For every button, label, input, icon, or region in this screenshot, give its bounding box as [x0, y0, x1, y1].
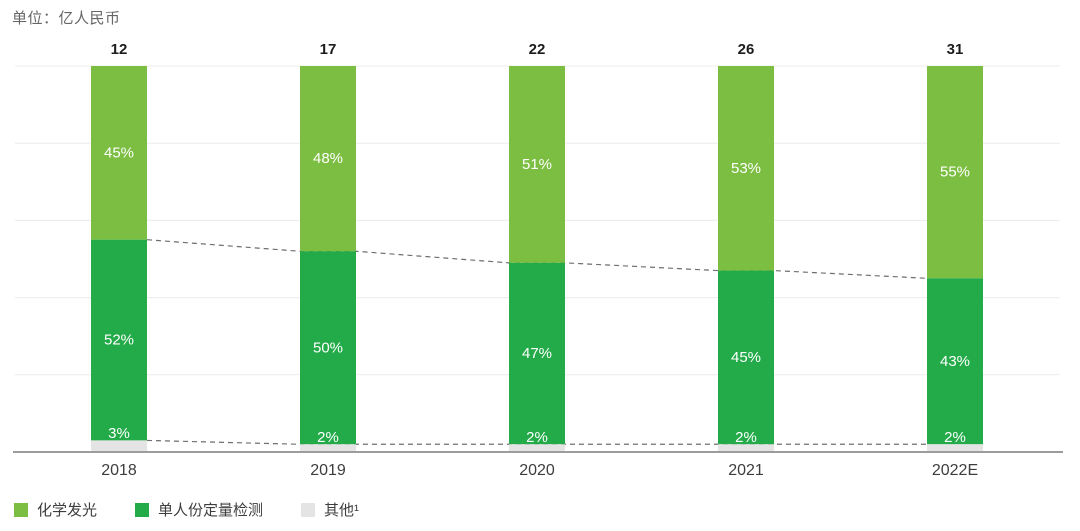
bar-segment-light_green: [927, 66, 983, 279]
bar-segment-gray: [509, 444, 565, 452]
percent-label: 2%: [526, 429, 548, 446]
legend-item: 其他¹: [301, 499, 359, 520]
legend-swatch-light_green: [14, 502, 28, 517]
percent-label: 43%: [940, 353, 970, 370]
bar-segment-light_green: [91, 66, 147, 240]
percent-label: 47%: [522, 345, 552, 362]
x-axis-label: 2019: [310, 462, 346, 479]
percent-label: 2%: [944, 429, 966, 446]
percent-label: 2%: [317, 429, 339, 446]
bar-segment-dark_green: [300, 251, 356, 445]
bar-segment-dark_green: [509, 262, 565, 445]
legend: 化学发光 单人份定量检测 其他¹: [14, 499, 397, 520]
bar-segment-light_green: [509, 66, 565, 263]
percent-label: 55%: [940, 164, 970, 181]
x-axis-label: 2018: [101, 462, 137, 479]
bar-segment-light_green: [300, 66, 356, 252]
bar-segment-gray: [927, 444, 983, 452]
total-label: 26: [738, 41, 755, 58]
unit-label: 单位：亿人民币: [12, 10, 121, 27]
total-label: 12: [111, 41, 128, 58]
percent-label: 50%: [313, 339, 343, 356]
percent-label: 45%: [104, 144, 134, 161]
legend-label: 化学发光: [37, 502, 98, 519]
percent-label: 48%: [313, 150, 343, 167]
legend-item: 单人份定量检测: [135, 499, 263, 520]
percent-label: 51%: [522, 156, 552, 173]
bar-segment-dark_green: [927, 278, 983, 445]
bar-segment-dark_green: [91, 239, 147, 441]
legend-label: 其他¹: [324, 502, 360, 519]
percent-label: 53%: [731, 160, 761, 177]
legend-swatch-gray: [301, 502, 316, 517]
percent-label: 52%: [104, 332, 134, 349]
x-axis-label: 2021: [728, 462, 764, 479]
x-axis-label: 2022E: [932, 462, 978, 479]
legend-swatch-dark_green: [135, 502, 150, 517]
percent-label: 3%: [108, 425, 130, 442]
bar-segment-gray: [91, 440, 147, 452]
legend-item: 化学发光: [14, 499, 97, 520]
total-label: 31: [947, 41, 964, 58]
percent-label: 2%: [735, 429, 757, 446]
total-label: 17: [320, 41, 337, 58]
legend-label: 单人份定量检测: [158, 502, 264, 519]
bar-segment-gray: [718, 444, 774, 452]
total-label: 22: [529, 41, 546, 58]
bar-segment-light_green: [718, 66, 774, 271]
bar-segment-dark_green: [718, 270, 774, 445]
percent-label: 45%: [731, 349, 761, 366]
bar-segment-gray: [300, 444, 356, 452]
x-axis-label: 2020: [519, 462, 555, 479]
